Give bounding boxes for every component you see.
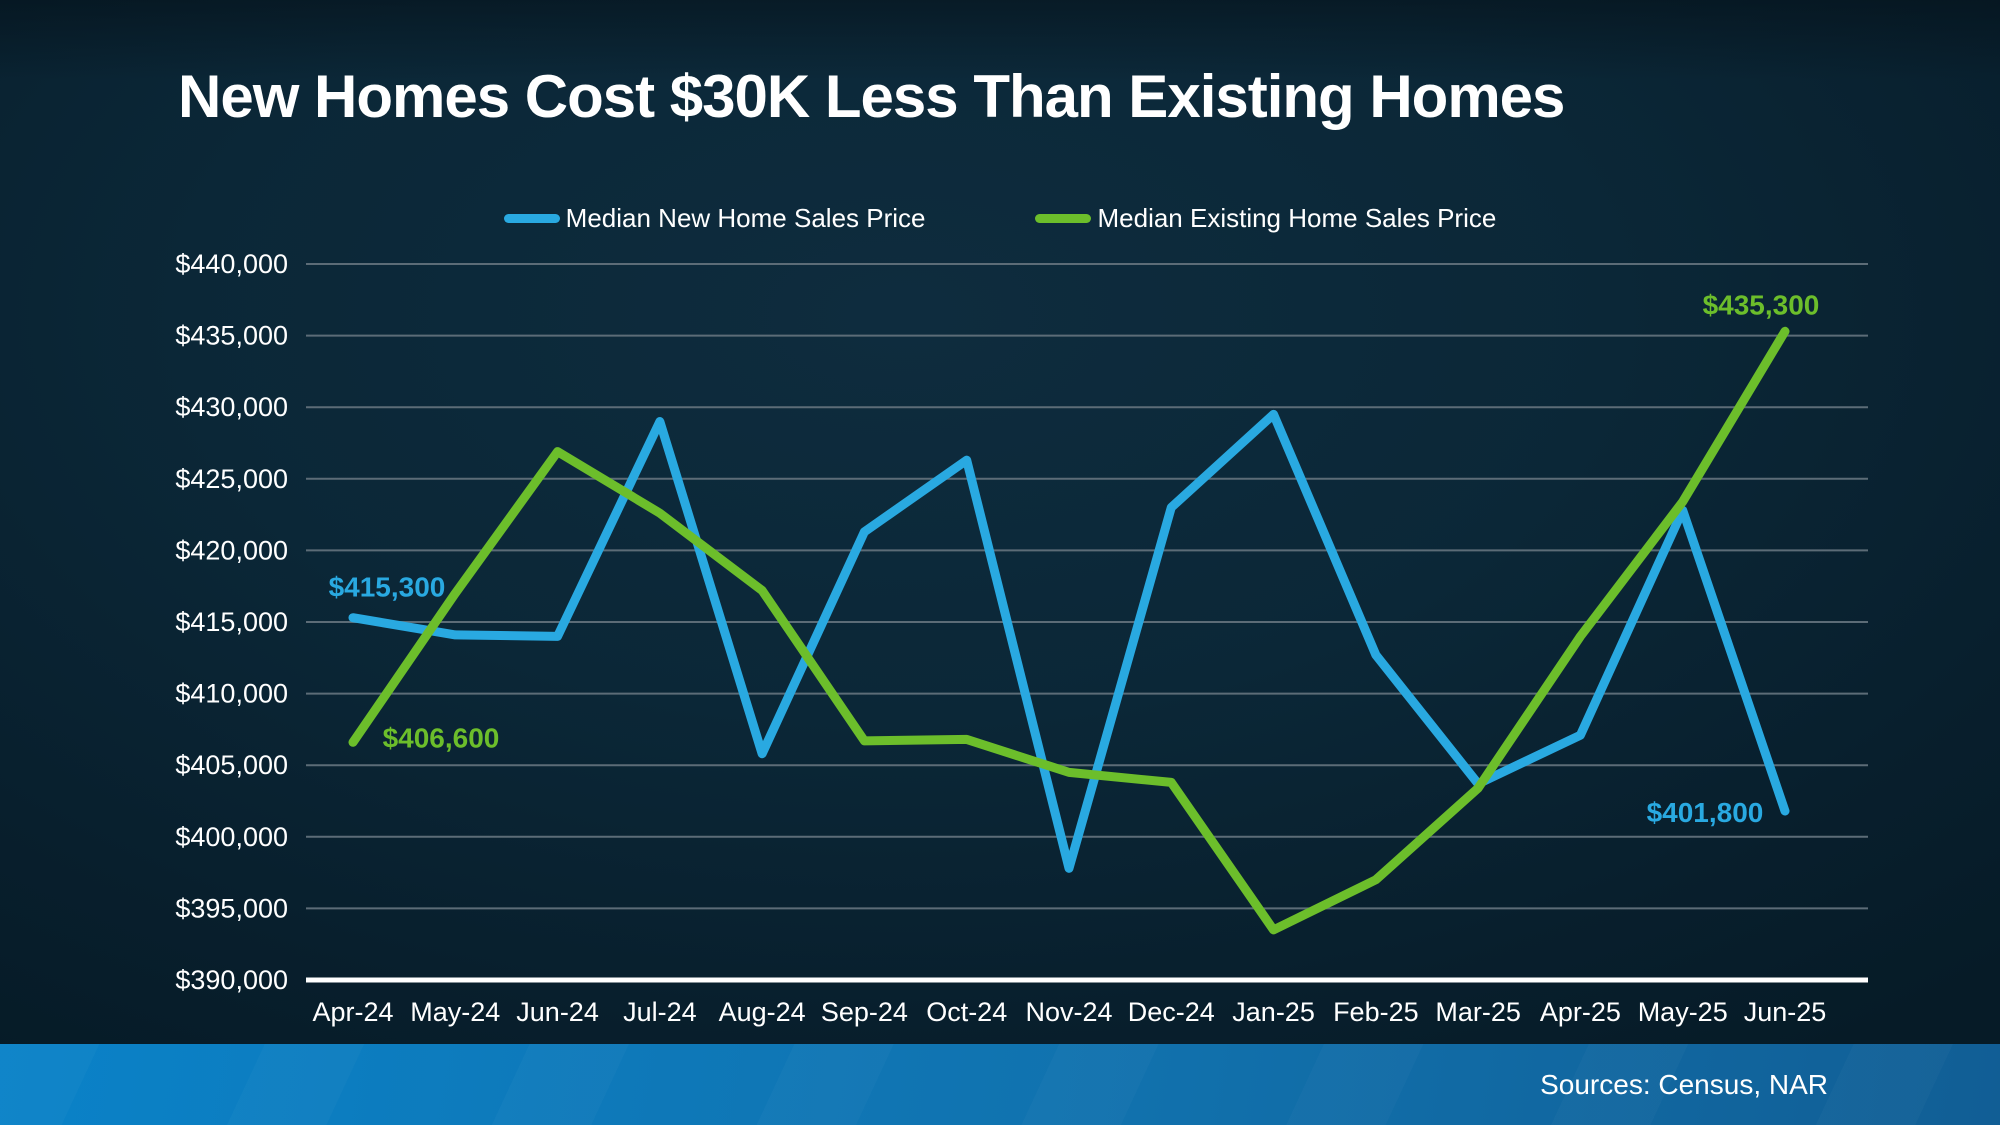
x-axis-label: Mar-25 — [1435, 997, 1521, 1027]
annotation-label: $415,300 — [329, 572, 446, 603]
footer-bar: Sources: Census, NAR — [0, 1044, 2000, 1125]
y-axis-label: $420,000 — [175, 535, 288, 565]
x-axis-label: Oct-24 — [926, 997, 1007, 1027]
existing-homes-line — [348, 326, 1790, 935]
y-axis-label: $390,000 — [175, 965, 288, 995]
new-homes-line-swatch — [503, 213, 560, 223]
annotation-label: $435,300 — [1703, 289, 1820, 320]
x-axis-label: Feb-25 — [1333, 997, 1419, 1027]
legend-item-new-homes: Median New Home Sales Price — [503, 202, 926, 234]
x-axis-label: Jul-24 — [623, 997, 697, 1027]
y-axis-label: $405,000 — [175, 750, 288, 780]
x-axis-label: May-24 — [410, 997, 500, 1027]
y-axis-label: $440,000 — [175, 249, 288, 279]
x-axis-label: Sep-24 — [821, 997, 908, 1027]
legend-item-existing-homes: Median Existing Home Sales Price — [1035, 203, 1496, 234]
x-axis-label: Jan-25 — [1232, 997, 1315, 1027]
sources-label: Sources: Census, NAR — [1540, 1068, 1828, 1100]
legend: Median New Home Sales Price Median Exist… — [0, 196, 2000, 240]
x-axis-label: Apr-24 — [312, 997, 393, 1027]
y-axis-label: $410,000 — [175, 679, 288, 709]
x-axis-label: Jun-25 — [1744, 997, 1827, 1027]
annotation-label: $401,800 — [1647, 797, 1764, 828]
y-axis-label: $435,000 — [175, 321, 288, 351]
new-homes-line — [348, 409, 1790, 873]
y-axis-label: $395,000 — [175, 893, 288, 923]
x-axis-label: Apr-25 — [1540, 997, 1621, 1027]
x-axis-label: Aug-24 — [719, 997, 806, 1027]
x-axis-label: Dec-24 — [1128, 997, 1215, 1027]
y-axis-label: $415,000 — [175, 607, 288, 637]
y-axis-label: $400,000 — [175, 822, 288, 852]
annotation-label: $406,600 — [383, 722, 500, 753]
y-axis-label: $425,000 — [175, 464, 288, 494]
legend-label-new-homes: Median New Home Sales Price — [565, 202, 926, 233]
x-axis-label: Jun-24 — [516, 997, 599, 1027]
x-axis-label: May-25 — [1638, 997, 1728, 1027]
existing-homes-line-swatch — [1035, 213, 1092, 223]
x-axis-label: Nov-24 — [1025, 997, 1112, 1027]
chart-title: New Homes Cost $30K Less Than Existing H… — [178, 63, 1565, 130]
y-axis-label: $430,000 — [175, 392, 288, 422]
legend-label-existing-homes: Median Existing Home Sales Price — [1097, 202, 1497, 233]
